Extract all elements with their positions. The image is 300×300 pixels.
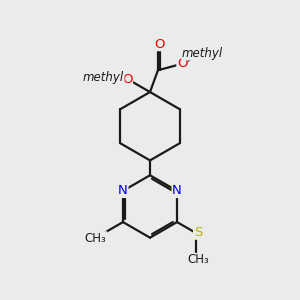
Text: methyl: methyl bbox=[83, 70, 124, 83]
Text: O: O bbox=[177, 57, 188, 70]
Text: CH₃: CH₃ bbox=[187, 254, 209, 266]
Text: S: S bbox=[194, 226, 202, 239]
Text: O: O bbox=[154, 38, 165, 51]
Text: O: O bbox=[122, 73, 132, 86]
Text: methyl: methyl bbox=[182, 47, 223, 60]
Text: CH₃: CH₃ bbox=[85, 232, 106, 245]
Text: N: N bbox=[172, 184, 182, 197]
Text: methyl: methyl bbox=[82, 70, 123, 83]
Text: N: N bbox=[118, 184, 128, 197]
